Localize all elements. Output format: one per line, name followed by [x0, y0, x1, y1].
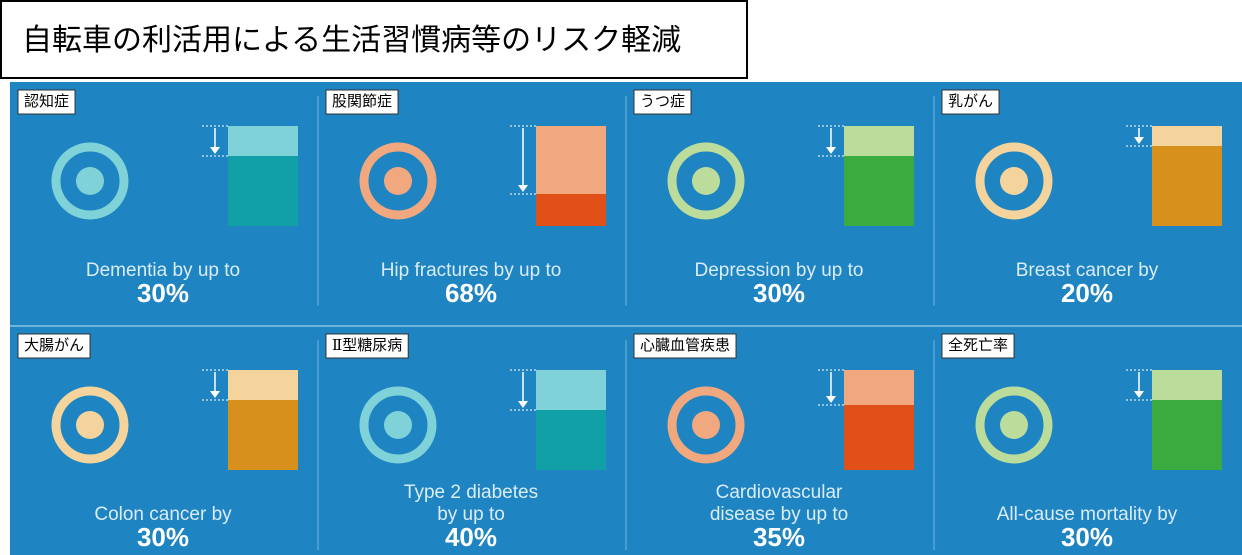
- card-value: 40%: [445, 522, 497, 552]
- icon-core: [76, 411, 104, 439]
- card-tag-box: [633, 333, 737, 359]
- card-tag: 認知症: [24, 92, 69, 110]
- arrow-head: [210, 147, 220, 154]
- bar-remaining: [1152, 400, 1222, 470]
- bar-reduced: [1152, 370, 1222, 400]
- card-value: 30%: [753, 278, 805, 308]
- icon-core: [1000, 167, 1028, 195]
- card-tag: うつ症: [640, 92, 685, 110]
- card-tag-box: [17, 89, 76, 115]
- bar-reduced: [844, 126, 914, 156]
- card-description: Colon cancer by: [94, 504, 232, 525]
- card-tag: 乳がん: [948, 92, 993, 110]
- icon: [51, 386, 129, 464]
- arrow-head: [210, 391, 220, 398]
- card-tag: 心臓血管疾患: [640, 336, 730, 354]
- icon-core: [384, 411, 412, 439]
- bar-remaining: [844, 156, 914, 226]
- icon-core: [76, 167, 104, 195]
- card-description: Cardiovascular: [716, 482, 843, 503]
- icon: [975, 386, 1053, 464]
- icon: [359, 142, 437, 220]
- card-description: Depression by up to: [695, 260, 864, 281]
- bar-remaining: [536, 194, 606, 226]
- icon-core: [384, 167, 412, 195]
- arrow-head: [826, 147, 836, 154]
- card-tag-box: [941, 333, 1015, 359]
- card-description: Dementia by up to: [86, 260, 240, 281]
- arrow-head: [1134, 391, 1144, 398]
- card-description: Breast cancer by: [1016, 260, 1159, 281]
- card-value: 30%: [137, 522, 189, 552]
- bar-remaining: [536, 410, 606, 470]
- bar-remaining: [228, 400, 298, 470]
- bar-reduced: [844, 370, 914, 405]
- card-description: Hip fractures by up to: [381, 260, 562, 281]
- icon: [667, 386, 745, 464]
- card-description: Type 2 diabetes: [404, 482, 538, 503]
- card-tag-box: [941, 89, 1000, 115]
- bar-reduced: [228, 370, 298, 400]
- card-tag: 全死亡率: [948, 336, 1008, 354]
- card-tag: Ⅱ型糖尿病: [332, 336, 402, 354]
- arrow-head: [826, 396, 836, 403]
- card-description: by up to: [437, 504, 505, 525]
- bar-remaining: [844, 405, 914, 470]
- bar-reduced: [1152, 126, 1222, 146]
- bar-remaining: [1152, 146, 1222, 226]
- card-description: All-cause mortality by: [997, 504, 1178, 525]
- card-tag: 大腸がん: [24, 336, 84, 354]
- card-tag: 股関節症: [332, 92, 392, 110]
- icon-core: [1000, 411, 1028, 439]
- card-tag-box: [325, 89, 399, 115]
- icon: [51, 142, 129, 220]
- card-value: 35%: [753, 522, 805, 552]
- icon-core: [692, 167, 720, 195]
- title-box: [0, 0, 748, 79]
- title: 自転車の利活用による生活習慣病等のリスク軽減: [22, 23, 681, 58]
- icon: [359, 386, 437, 464]
- bar-remaining: [228, 156, 298, 226]
- arrow-head: [518, 401, 528, 408]
- card-description: disease by up to: [710, 504, 848, 525]
- arrow-head: [1134, 137, 1144, 144]
- bar-reduced: [536, 370, 606, 410]
- card-value: 68%: [445, 278, 497, 308]
- card-tag-box: [17, 333, 91, 359]
- icon-core: [692, 411, 720, 439]
- icon: [667, 142, 745, 220]
- card-value: 20%: [1061, 278, 1113, 308]
- card-value: 30%: [1061, 522, 1113, 552]
- card-tag-box: [325, 333, 409, 359]
- card-value: 30%: [137, 278, 189, 308]
- arrow-head: [518, 185, 528, 192]
- bar-reduced: [228, 126, 298, 156]
- bar-reduced: [536, 126, 606, 194]
- card-tag-box: [633, 89, 692, 115]
- icon: [975, 142, 1053, 220]
